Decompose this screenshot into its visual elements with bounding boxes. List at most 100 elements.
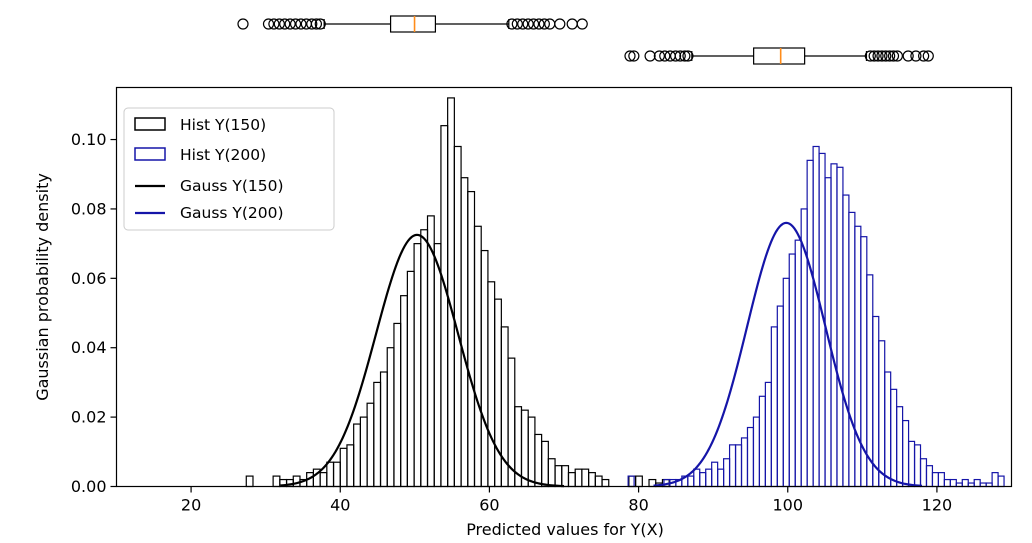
histogram-bar [991, 472, 999, 488]
x-axis-label: Predicted values for Y(X) [466, 520, 664, 539]
histogram-bar [687, 475, 695, 488]
boxplot-outlier [576, 18, 588, 30]
boxplot-box [753, 47, 806, 65]
histogram-bar [728, 444, 737, 488]
boxplots [237, 15, 934, 65]
boxplot-outlier [902, 50, 914, 62]
x-tick-label: 100 [772, 496, 803, 515]
histogram-bar [319, 472, 328, 488]
histogram-bar [890, 388, 898, 488]
histogram-bar [467, 190, 476, 488]
boxplot-outlier [538, 18, 550, 30]
boxplot-outlier [237, 18, 249, 30]
histogram-bar [581, 468, 590, 488]
histogram-bar [561, 465, 570, 488]
y-tick-label: 0.10 [71, 130, 107, 149]
histogram-bar [460, 177, 469, 488]
boxplot-outlier [554, 18, 566, 30]
histogram-bar [574, 468, 583, 488]
gauss-curve [653, 221, 923, 487]
y-ticks: 0.00 0.02 0.04 0.06 0.08 0.10 [71, 130, 117, 496]
histogram-bar [554, 465, 563, 488]
histogram-bar [949, 478, 957, 488]
boxplot-outlier [262, 18, 275, 30]
histogram-bar [740, 437, 749, 488]
histogram-bar [487, 281, 496, 488]
histogram-bar [848, 211, 856, 488]
histogram-bar [705, 468, 713, 488]
boxplot-outlier [918, 50, 930, 62]
x-ticks: 20 40 60 80 100 120 [181, 486, 953, 515]
boxplot-outlier [922, 50, 934, 62]
histogram-bar [420, 229, 429, 488]
boxplot-outlier [872, 50, 884, 62]
boxplot-outlier [624, 50, 636, 62]
x-tick-label: 120 [922, 496, 953, 515]
histogram-bar [752, 416, 761, 488]
histogram-bar [902, 419, 910, 488]
boxplot-outlier [682, 50, 694, 62]
boxplot-outlier [566, 18, 578, 30]
boxplot-outlier [653, 50, 665, 62]
y-tick-label: 0.08 [71, 199, 107, 218]
boxplot-outlier [522, 18, 534, 30]
boxplot-outlier [527, 18, 540, 30]
histogram-bar [776, 305, 784, 488]
histogram-bar [788, 253, 796, 488]
legend-label-gauss-150: Gauss Y(150) [180, 177, 284, 195]
legend: Hist Y(150) Hist Y(200) Gauss Y(150) Gau… [123, 107, 335, 231]
y-tick-label: 0.06 [71, 269, 107, 288]
histogram-bar [426, 215, 435, 488]
boxplot-outlier [517, 18, 529, 30]
boxplot-outlier [864, 50, 876, 62]
boxplot-outlier [506, 18, 518, 30]
legend-label-hist-150: Hist Y(150) [180, 116, 266, 134]
legend-label-gauss-200: Gauss Y(200) [180, 204, 284, 222]
boxplot-outlier [659, 50, 671, 62]
histogram-bar [723, 458, 731, 488]
histogram-bar [907, 440, 916, 488]
y-tick-label: 0.04 [71, 338, 107, 357]
histogram-bar [547, 458, 556, 488]
boxplot-outlier [273, 18, 285, 30]
histogram-bar [746, 426, 755, 488]
histogram-bar [393, 322, 402, 488]
histogram-bar [836, 166, 844, 488]
histogram-bar [764, 381, 772, 488]
plot-area: 20 40 60 80 100 120 0.00 0.02 0.04 0.06 0.08 0.10 [71, 86, 1013, 515]
y-tick-label: 0.00 [71, 477, 107, 496]
histogram-bar [997, 475, 1005, 488]
histogram-bar [830, 163, 838, 488]
histogram-bar [494, 298, 502, 488]
boxplot-outlier [891, 50, 903, 62]
boxplot-outlier [887, 50, 900, 62]
boxplot-outlier [679, 50, 691, 62]
histogram-bar [353, 423, 361, 488]
histogram-bar [842, 194, 850, 488]
histogram-bar [480, 249, 489, 488]
boxplot [237, 15, 588, 33]
histogram-bar [440, 125, 449, 488]
histogram-bar [339, 447, 348, 488]
histogram-bar [386, 347, 395, 488]
boxplot-box [389, 15, 437, 33]
histogram-bar [961, 478, 969, 488]
histogram-bar [919, 458, 928, 488]
histogram-bar [473, 225, 482, 488]
boxplot-outlier [669, 50, 682, 62]
histogram-bar [400, 295, 408, 488]
histogram-bar [937, 472, 945, 488]
histograms [245, 97, 1005, 488]
histogram-series [627, 145, 1005, 488]
histogram-bar [541, 440, 549, 488]
histogram-bar [854, 225, 862, 488]
x-tick-label: 60 [479, 496, 499, 515]
boxplot-outlier [884, 50, 896, 62]
x-tick-label: 20 [181, 496, 201, 515]
histogram-bar [693, 468, 701, 488]
boxplot [624, 47, 934, 65]
histogram-bar [872, 315, 880, 488]
histogram-bar [366, 402, 375, 488]
histogram-bar [447, 97, 455, 488]
boxplot-outlier [910, 50, 922, 62]
